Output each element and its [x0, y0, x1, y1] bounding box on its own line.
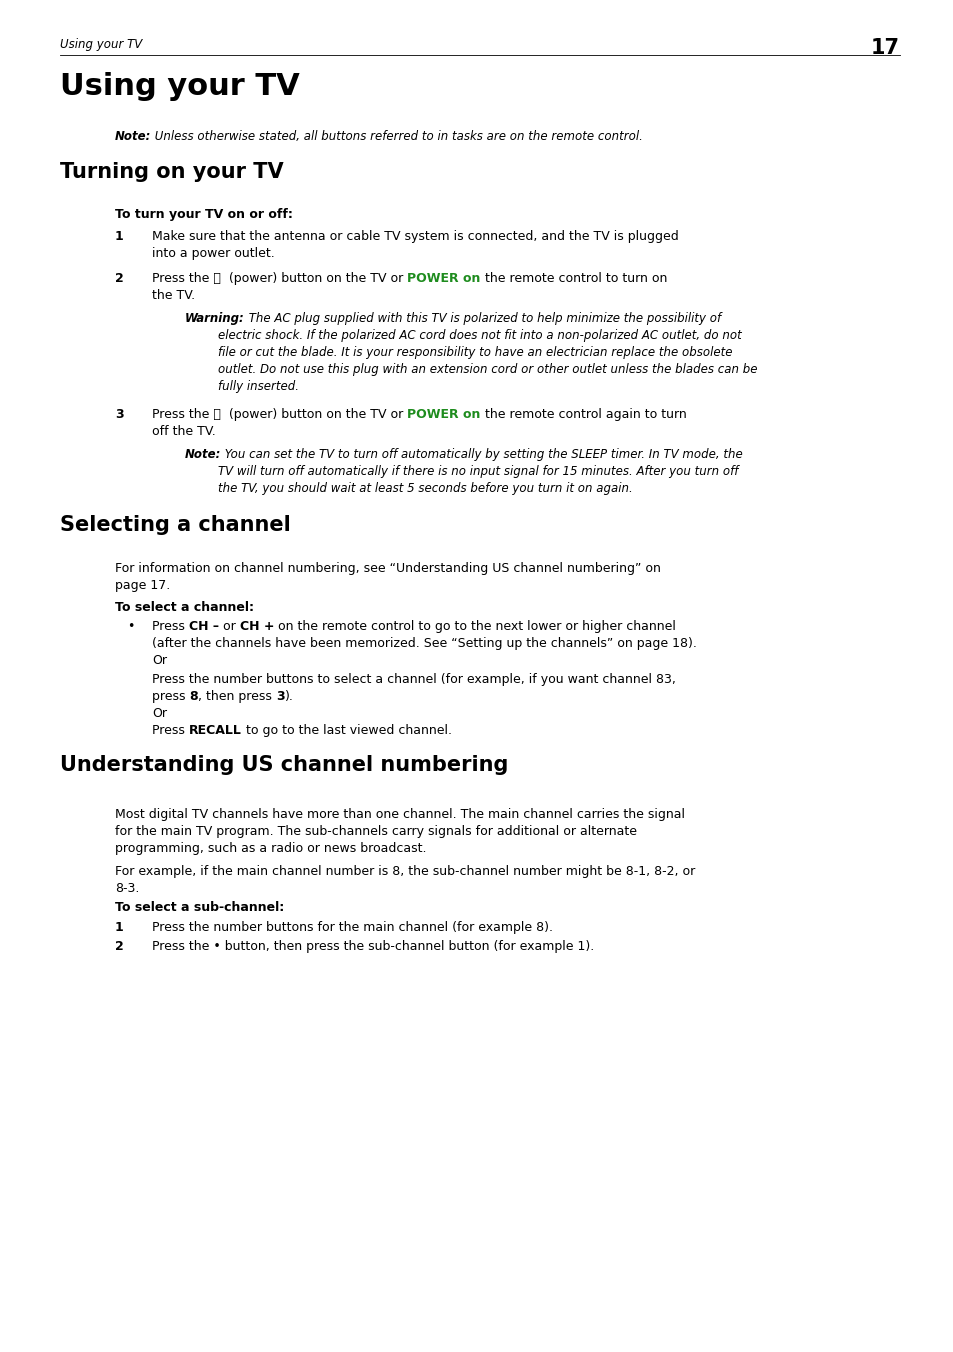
Text: You can set the TV to turn off automatically by setting the SLEEP timer. In TV m: You can set the TV to turn off automatic…	[221, 448, 742, 461]
Text: Press: Press	[152, 725, 189, 737]
Text: POWER on: POWER on	[407, 272, 480, 285]
Text: or: or	[218, 621, 239, 633]
Text: 3: 3	[275, 690, 284, 703]
Text: 2: 2	[115, 272, 124, 285]
Text: the TV.: the TV.	[152, 289, 195, 301]
Text: 8-3.: 8-3.	[115, 882, 139, 895]
Text: 1: 1	[115, 921, 124, 934]
Text: To turn your TV on or off:: To turn your TV on or off:	[115, 208, 293, 220]
Text: CH +: CH +	[239, 621, 274, 633]
Text: electric shock. If the polarized AC cord does not fit into a non-polarized AC ou: electric shock. If the polarized AC cord…	[218, 329, 741, 342]
Text: fully inserted.: fully inserted.	[218, 380, 298, 393]
Text: the remote control again to turn: the remote control again to turn	[480, 408, 685, 420]
Text: Unless otherwise stated, all buttons referred to in tasks are on the remote cont: Unless otherwise stated, all buttons ref…	[152, 130, 642, 143]
Text: Make sure that the antenna or cable TV system is connected, and the TV is plugge: Make sure that the antenna or cable TV s…	[152, 230, 678, 243]
Text: •: •	[127, 621, 134, 633]
Text: RECALL: RECALL	[189, 725, 241, 737]
Text: Press the number buttons to select a channel (for example, if you want channel 8: Press the number buttons to select a cha…	[152, 673, 675, 685]
Text: TV will turn off automatically if there is no input signal for 15 minutes. After: TV will turn off automatically if there …	[218, 465, 738, 479]
Text: press: press	[152, 690, 190, 703]
Text: 8: 8	[190, 690, 198, 703]
Text: For example, if the main channel number is 8, the sub-channel number might be 8-: For example, if the main channel number …	[115, 865, 695, 877]
Text: off the TV.: off the TV.	[152, 425, 215, 438]
Text: for the main TV program. The sub-channels carry signals for additional or altern: for the main TV program. The sub-channel…	[115, 825, 637, 838]
Text: Note:: Note:	[185, 448, 221, 461]
Text: Understanding US channel numbering: Understanding US channel numbering	[60, 754, 508, 775]
Text: To select a channel:: To select a channel:	[115, 602, 253, 614]
Text: file or cut the blade. It is your responsibility to have an electrician replace : file or cut the blade. It is your respon…	[218, 346, 732, 360]
Text: page 17.: page 17.	[115, 579, 170, 592]
Text: (after the channels have been memorized. See “Setting up the channels” on page 1: (after the channels have been memorized.…	[152, 637, 696, 650]
Text: Most digital TV channels have more than one channel. The main channel carries th: Most digital TV channels have more than …	[115, 808, 684, 821]
Text: Press the number buttons for the main channel (for example 8).: Press the number buttons for the main ch…	[152, 921, 553, 934]
Text: POWER on: POWER on	[407, 408, 480, 420]
Text: 17: 17	[870, 38, 899, 58]
Text: CH –: CH –	[189, 621, 218, 633]
Text: Note:: Note:	[115, 130, 152, 143]
Text: the remote control to turn on: the remote control to turn on	[480, 272, 666, 285]
Text: Using your TV: Using your TV	[60, 72, 299, 101]
Text: ).: ).	[284, 690, 294, 703]
Text: programming, such as a radio or news broadcast.: programming, such as a radio or news bro…	[115, 842, 426, 854]
Text: Selecting a channel: Selecting a channel	[60, 515, 291, 535]
Text: , then press: , then press	[198, 690, 275, 703]
Text: To select a sub-channel:: To select a sub-channel:	[115, 900, 284, 914]
Text: Press the • button, then press the sub-channel button (for example 1).: Press the • button, then press the sub-c…	[152, 940, 594, 953]
Text: For information on channel numbering, see “Understanding US channel numbering” o: For information on channel numbering, se…	[115, 562, 660, 575]
Text: Or: Or	[152, 654, 167, 667]
Text: the TV, you should wait at least 5 seconds before you turn it on again.: the TV, you should wait at least 5 secon…	[218, 483, 632, 495]
Text: 1: 1	[115, 230, 124, 243]
Text: to go to the last viewed channel.: to go to the last viewed channel.	[241, 725, 452, 737]
Text: into a power outlet.: into a power outlet.	[152, 247, 274, 260]
Text: Press the ⏻  (power) button on the TV or: Press the ⏻ (power) button on the TV or	[152, 272, 407, 285]
Text: The AC plug supplied with this TV is polarized to help minimize the possibility : The AC plug supplied with this TV is pol…	[245, 312, 720, 324]
Text: 3: 3	[115, 408, 124, 420]
Text: Using your TV: Using your TV	[60, 38, 142, 51]
Text: outlet. Do not use this plug with an extension cord or other outlet unless the b: outlet. Do not use this plug with an ext…	[218, 362, 757, 376]
Text: Turning on your TV: Turning on your TV	[60, 162, 283, 183]
Text: Press the ⏻  (power) button on the TV or: Press the ⏻ (power) button on the TV or	[152, 408, 407, 420]
Text: Warning:: Warning:	[185, 312, 245, 324]
Text: on the remote control to go to the next lower or higher channel: on the remote control to go to the next …	[274, 621, 676, 633]
Text: Press: Press	[152, 621, 189, 633]
Text: 2: 2	[115, 940, 124, 953]
Text: Or: Or	[152, 707, 167, 721]
